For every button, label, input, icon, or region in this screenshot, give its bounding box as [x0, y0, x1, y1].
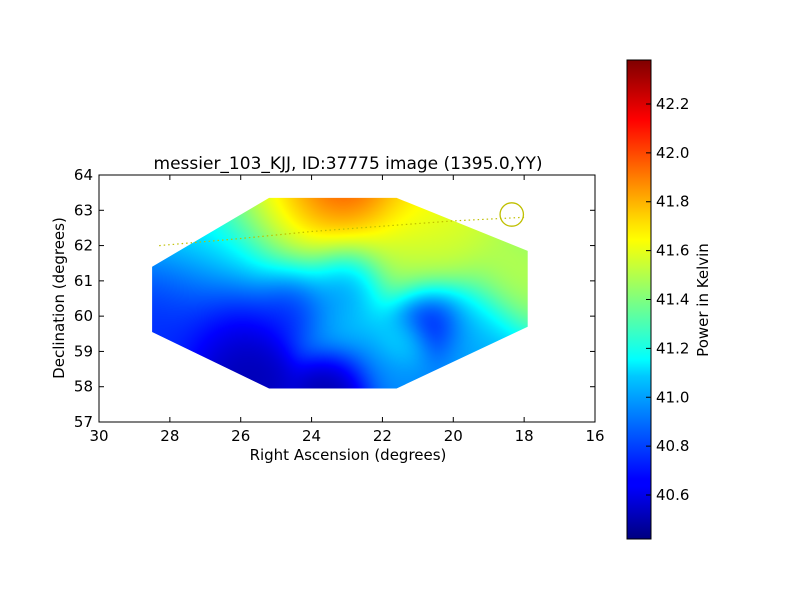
x-tick-label: 16 [585, 427, 604, 445]
y-tick-label: 63 [74, 201, 93, 219]
y-tick-label: 62 [74, 237, 93, 255]
x-tick-label: 22 [373, 427, 392, 445]
colorbar-tick-label: 42.2 [656, 95, 689, 113]
x-axis-ticks: 30 28 26 24 22 20 18 16 [89, 175, 605, 445]
colorbar-tick-label: 41.4 [656, 291, 689, 309]
x-tick-label: 26 [231, 427, 250, 445]
y-tick-label: 58 [74, 378, 93, 396]
y-axis-ticks: 57 58 59 60 61 62 63 64 [74, 166, 595, 431]
x-tick-label: 18 [515, 427, 534, 445]
overlay-layer [159, 202, 525, 247]
beam-circle [499, 202, 525, 227]
chart-title: messier_103_KJJ, ID:37775 image (1395.0,… [154, 154, 543, 174]
scan-path-line [159, 216, 525, 247]
colorbar-tick-label: 40.6 [656, 486, 689, 504]
x-axis-label: Right Ascension (degrees) [250, 446, 447, 464]
colorbar-tick-label: 41.2 [656, 339, 689, 357]
colorbar-tick-label: 41.8 [656, 193, 689, 211]
x-tick-label: 20 [444, 427, 463, 445]
y-tick-label: 57 [74, 413, 93, 431]
colorbar-label: Power in Kelvin [694, 243, 712, 357]
axes-frame [98, 174, 596, 423]
y-tick-label: 61 [74, 272, 93, 290]
y-tick-label: 59 [74, 342, 93, 360]
colorbar-tick-label: 41.6 [656, 242, 689, 260]
y-axis-label: Declination (degrees) [50, 217, 68, 379]
x-tick-label: 30 [89, 427, 108, 445]
colorbar-tick-label: 41.0 [656, 388, 689, 406]
y-tick-label: 60 [74, 307, 93, 325]
colorbar-ticks: 40.6 40.8 41.0 41.2 41.4 41.6 41.8 42.0 42.2 [646, 95, 689, 504]
x-tick-label: 28 [160, 427, 179, 445]
colorbar-tick-label: 40.8 [656, 437, 689, 455]
y-tick-label: 64 [74, 166, 93, 184]
colorbar-tick-label: 42.0 [656, 144, 689, 162]
x-tick-label: 24 [302, 427, 321, 445]
